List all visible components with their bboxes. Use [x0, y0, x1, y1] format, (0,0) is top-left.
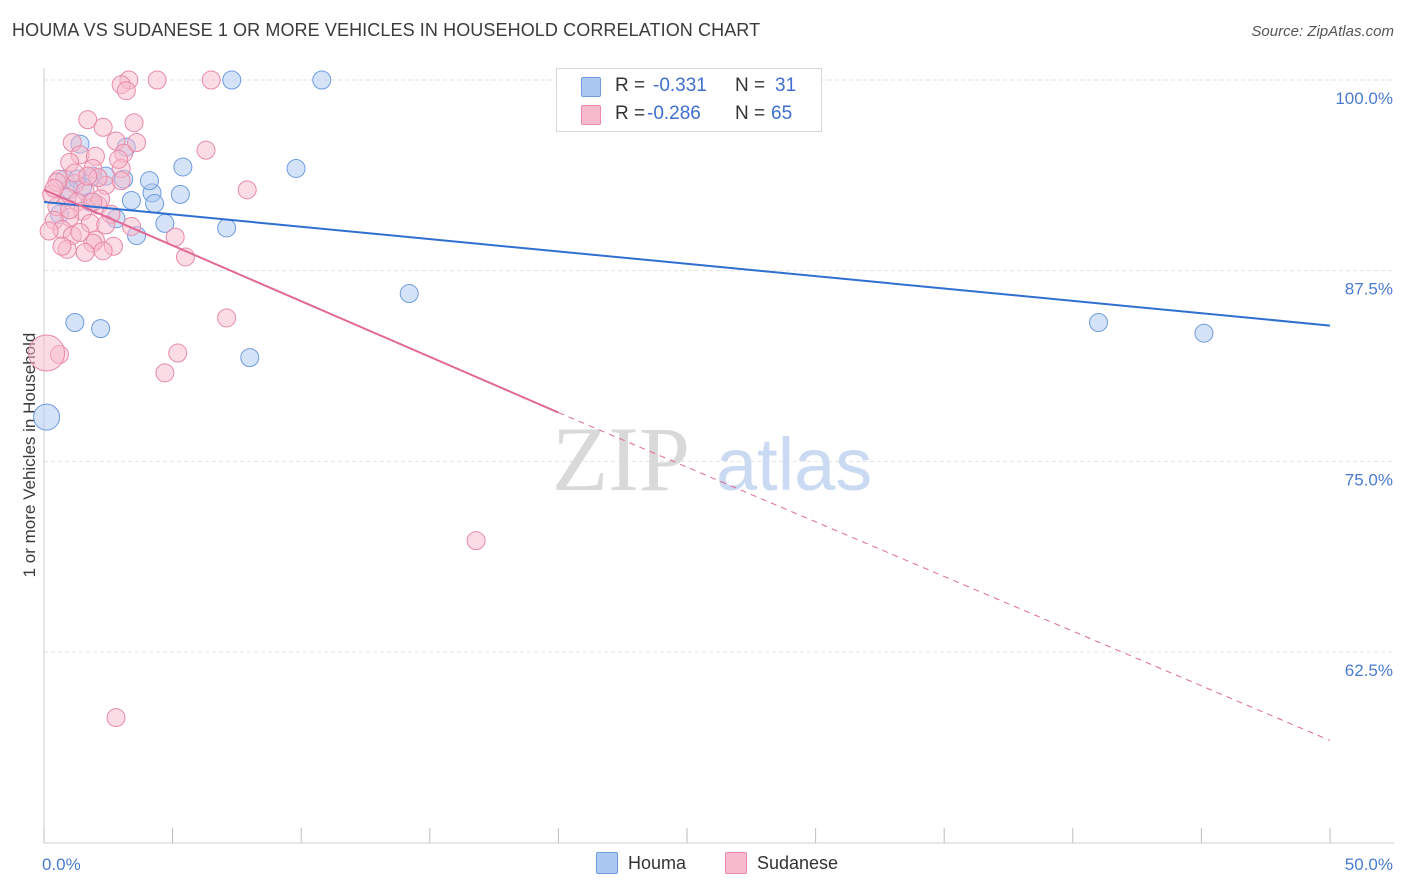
sudanese-data-point[interactable]	[109, 149, 129, 169]
houma-data-point[interactable]	[91, 319, 111, 339]
zipatlas-watermark: ZIP atlas	[552, 408, 872, 510]
sudanese-n-label: N =	[735, 103, 766, 124]
houma-data-point[interactable]	[145, 194, 165, 214]
sudanese-data-point[interactable]	[466, 531, 486, 551]
houma-n-value: 31	[775, 75, 797, 96]
x-tick-label-max: 50.0%	[1345, 855, 1393, 874]
sudanese-data-point[interactable]	[78, 110, 98, 130]
watermark-zip: ZIP	[552, 408, 690, 510]
houma-n-label: N =	[735, 75, 766, 96]
y-tick-label: 62.5%	[1345, 661, 1393, 680]
watermark-atlas: atlas	[716, 423, 872, 506]
sudanese-data-point[interactable]	[201, 70, 221, 90]
x-axis-ticks	[43, 828, 1331, 843]
houma-data-point[interactable]	[1089, 313, 1109, 333]
houma-data-point[interactable]	[139, 171, 159, 191]
sudanese-legend-label: Sudanese	[757, 852, 839, 873]
chart-title: HOUMA VS SUDANESE 1 OR MORE VEHICLES IN …	[12, 20, 761, 40]
sudanese-data-point[interactable]	[70, 223, 90, 243]
sudanese-data-point[interactable]	[121, 216, 141, 236]
stats-legend: R = -0.331 N = 31 R = -0.286 N = 65	[556, 68, 822, 132]
houma-r-label: R =	[615, 75, 646, 96]
sudanese-data-point[interactable]	[106, 708, 126, 728]
sudanese-r-value: -0.286	[647, 103, 701, 124]
houma-trend-line	[43, 201, 1331, 327]
sudanese-data-point[interactable]	[111, 171, 131, 191]
trend-lines	[43, 188, 1331, 741]
sudanese-data-point[interactable]	[75, 242, 95, 262]
sudanese-data-point[interactable]	[124, 113, 144, 133]
sudanese-data-point[interactable]	[93, 241, 113, 261]
y-tick-label: 87.5%	[1345, 280, 1393, 299]
data-points	[28, 70, 1214, 728]
houma-data-point[interactable]	[312, 70, 332, 90]
x-tick-labels: 0.0% 50.0%	[42, 855, 1393, 874]
houma-data-point[interactable]	[1194, 323, 1214, 343]
sudanese-data-point[interactable]	[116, 81, 136, 101]
sudanese-swatch	[581, 105, 601, 125]
sudanese-data-point[interactable]	[93, 117, 113, 137]
houma-data-point[interactable]	[170, 184, 190, 204]
sudanese-data-point[interactable]	[28, 334, 66, 372]
sudanese-n-value: 65	[771, 103, 793, 124]
houma-data-point[interactable]	[121, 191, 141, 211]
source-link[interactable]: ZipAtlas.com	[1307, 23, 1394, 40]
houma-r-value: -0.331	[653, 75, 707, 96]
sudanese-data-point[interactable]	[217, 308, 237, 328]
houma-data-point[interactable]	[222, 70, 242, 90]
sudanese-data-point[interactable]	[78, 166, 98, 186]
sudanese-data-point[interactable]	[147, 70, 167, 90]
sudanese-legend-swatch	[725, 852, 747, 874]
series-legend: Houma Sudanese	[0, 852, 1406, 876]
houma-legend-label: Houma	[628, 852, 687, 873]
houma-data-point[interactable]	[286, 158, 306, 178]
houma-data-point[interactable]	[217, 218, 237, 238]
source-label: Source:	[1251, 23, 1304, 40]
houma-data-point[interactable]	[399, 284, 419, 304]
y-tick-label: 75.0%	[1345, 470, 1393, 489]
legend-item-houma[interactable]: Houma	[596, 852, 686, 874]
source-attribution: Source: ZipAtlas.com	[1251, 23, 1394, 40]
houma-swatch	[581, 77, 601, 97]
sudanese-trend-line	[43, 188, 559, 414]
houma-legend-swatch	[596, 852, 618, 874]
sudanese-data-point[interactable]	[155, 363, 175, 383]
sudanese-data-point[interactable]	[168, 343, 188, 363]
sudanese-data-point[interactable]	[39, 221, 59, 241]
y-tick-labels: 100.0% 87.5% 75.0% 62.5%	[1335, 89, 1393, 680]
sudanese-data-point[interactable]	[196, 140, 216, 160]
houma-data-point[interactable]	[240, 348, 260, 368]
sudanese-r-label: R =	[615, 103, 646, 124]
houma-data-point[interactable]	[33, 403, 61, 431]
legend-item-sudanese[interactable]: Sudanese	[725, 852, 838, 874]
sudanese-trend-extension	[558, 412, 1331, 741]
y-tick-label: 100.0%	[1335, 89, 1393, 108]
houma-data-point[interactable]	[65, 313, 85, 333]
sudanese-data-point[interactable]	[52, 236, 72, 256]
x-tick-label-min: 0.0%	[42, 855, 81, 874]
sudanese-data-point[interactable]	[127, 133, 147, 153]
sudanese-data-point[interactable]	[237, 180, 257, 200]
houma-data-point[interactable]	[173, 157, 193, 177]
